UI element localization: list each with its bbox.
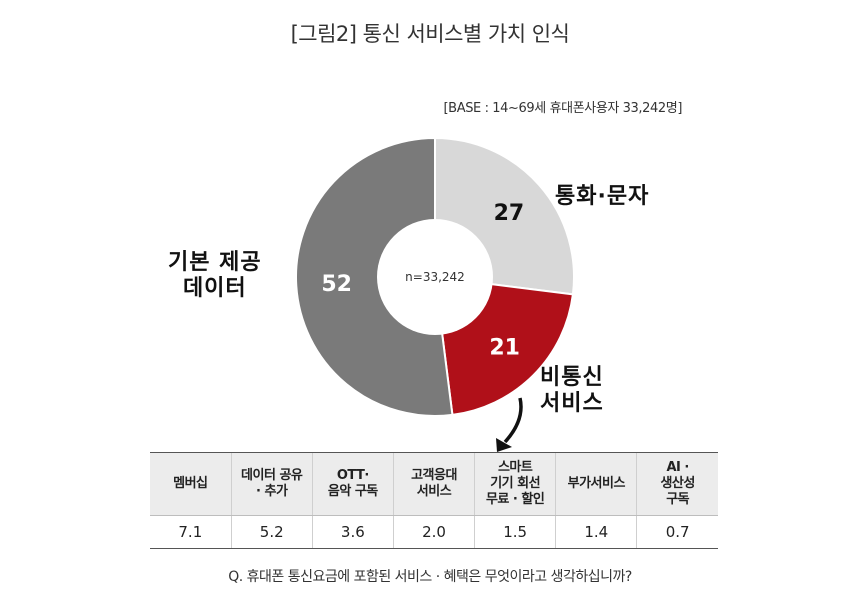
label-non-telecom-line1: 비통신 [540,365,604,390]
label-basic-data-line2: 데이터 [182,276,247,302]
label-basic-data: 기본 제공 데이터 [168,250,262,303]
table-header-row: 멤버십 데이터 공유 · 추가 OTT· 음악 구독 고객응대 서비스 스마트 기기 회… [150,452,718,516]
table-value-5: 1.4 [555,515,637,549]
base-note: [BASE : 14~69세 휴대폰사용자 33,242명] [443,101,683,116]
table-header-6: AI · 생산성 구독 [636,452,718,516]
table-header-2: OTT· 음악 구독 [311,452,394,516]
slice-call-sms-value: 27 [494,201,525,226]
label-non-telecom: 비통신 서비스 [540,365,604,418]
label-call-sms: 통화·문자 [555,184,650,209]
table-value-4: 1.5 [474,515,556,549]
table-header-3: 고객응대 서비스 [392,452,475,516]
table-header-4: 스마트 기기 회선 무료 · 할인 [474,452,556,516]
slice-basic-data-value: 52 [321,272,352,297]
table-value-row: 7.1 5.2 3.6 2.0 1.5 1.4 0.7 [150,515,718,549]
slice-non-telecom-value: 21 [489,336,520,361]
survey-question: Q. 휴대폰 통신요금에 포함된 서비스 · 혜택은 무엇이라고 생각하십니까? [228,569,632,585]
callout-arrow [503,397,523,444]
table-value-6: 0.7 [636,515,718,549]
center-label: n=33,242 [405,270,465,284]
label-basic-data-line1: 기본 제공 [168,250,262,275]
table-header-1: 데이터 공유 · 추가 [230,452,313,516]
sub-category-table: 멤버십 데이터 공유 · 추가 OTT· 음악 구독 고객응대 서비스 스마트 기기 회… [150,452,718,549]
donut-hole [377,219,493,335]
table-value-1: 5.2 [230,515,313,549]
arrow-head-icon [496,438,512,452]
table-value-3: 2.0 [392,515,475,549]
label-non-telecom-line2: 서비스 [540,391,604,417]
table-value-2: 3.6 [311,515,394,549]
slice-basic-data [295,136,454,417]
chart-title: [그림2] 통신 서비스별 가치 인식 [290,22,570,46]
table-header-5: 부가서비스 [555,452,637,516]
table-value-0: 7.1 [150,515,232,549]
table-header-0: 멤버십 [150,452,232,516]
